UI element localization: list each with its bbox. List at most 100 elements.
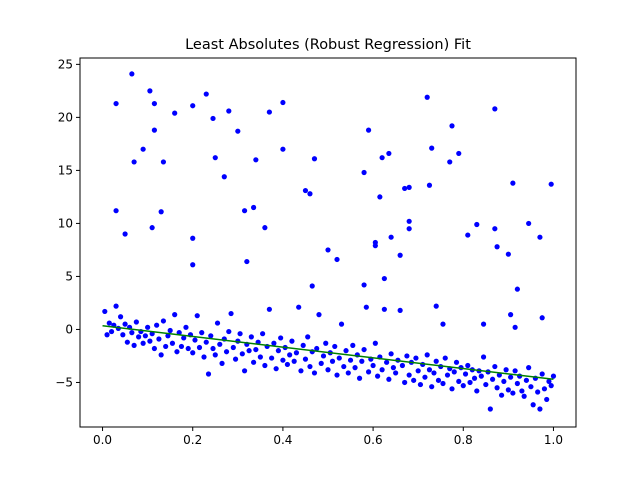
data-point	[307, 191, 313, 197]
data-point	[232, 356, 239, 362]
data-point	[465, 232, 471, 238]
data-point	[246, 348, 252, 354]
data-point	[537, 406, 543, 412]
y-axis: −5 0 5 10 15 20 25	[55, 57, 80, 389]
data-point	[140, 146, 146, 152]
data-point	[480, 354, 487, 360]
data-point	[120, 332, 126, 338]
data-point	[426, 367, 433, 373]
data-point	[190, 235, 196, 241]
data-point	[201, 354, 207, 360]
data-point	[471, 375, 478, 381]
data-point	[176, 330, 182, 336]
data-point	[431, 370, 437, 376]
y-tick-label: 15	[58, 163, 73, 177]
data-point	[183, 324, 189, 330]
data-point	[248, 334, 254, 340]
data-point	[503, 367, 509, 373]
data-point	[537, 234, 543, 240]
data-point	[160, 318, 167, 324]
data-point	[415, 368, 421, 374]
data-point	[178, 343, 185, 350]
data-point	[158, 352, 164, 358]
data-point	[377, 194, 383, 200]
data-point	[129, 330, 135, 336]
data-point	[483, 381, 489, 388]
data-point	[199, 330, 205, 336]
data-point	[440, 380, 446, 387]
data-point	[151, 127, 157, 133]
data-point	[325, 247, 331, 253]
data-point	[196, 344, 203, 351]
data-point	[239, 351, 245, 357]
data-point	[375, 373, 381, 379]
data-point	[237, 331, 243, 337]
data-point	[329, 358, 336, 364]
x-axis: 0.0 0.2 0.4 0.6 0.8 1.0	[93, 427, 563, 447]
data-point	[311, 156, 318, 162]
data-point	[181, 335, 187, 341]
data-point	[219, 360, 225, 366]
data-point	[406, 372, 412, 378]
data-point	[320, 353, 327, 359]
data-point	[370, 362, 376, 369]
data-point	[404, 353, 410, 359]
data-point	[478, 373, 484, 379]
data-point	[190, 103, 196, 109]
data-point	[113, 208, 119, 214]
data-point	[136, 334, 142, 340]
data-point	[251, 204, 257, 211]
data-point	[190, 262, 196, 268]
data-point	[379, 155, 385, 161]
data-point	[275, 348, 281, 354]
data-point	[467, 379, 473, 386]
data-point	[221, 174, 227, 180]
data-point	[284, 361, 291, 368]
data-point	[334, 256, 340, 263]
data-point	[474, 221, 480, 228]
data-point	[388, 351, 394, 357]
data-point	[426, 182, 433, 188]
data-point	[550, 373, 557, 379]
data-point	[388, 234, 394, 240]
data-point	[266, 109, 272, 115]
data-point	[131, 159, 137, 165]
data-point	[386, 376, 392, 382]
data-point	[444, 372, 451, 378]
data-point	[512, 368, 518, 374]
data-point	[424, 352, 430, 358]
data-point	[172, 110, 178, 116]
data-point	[124, 339, 130, 345]
data-point	[151, 345, 157, 352]
data-point	[492, 363, 498, 370]
data-point	[235, 128, 241, 134]
data-point	[244, 258, 250, 265]
data-point	[347, 357, 354, 363]
data-point	[122, 321, 128, 327]
data-point	[151, 100, 157, 107]
data-point	[226, 328, 232, 335]
data-point	[449, 123, 455, 129]
data-point	[402, 379, 408, 386]
data-point	[338, 321, 345, 327]
data-point	[302, 356, 309, 362]
data-point	[190, 350, 196, 356]
data-point	[343, 348, 349, 354]
data-point	[541, 386, 548, 392]
data-point	[311, 370, 318, 376]
data-point	[363, 304, 369, 310]
data-point	[113, 100, 119, 107]
data-point	[318, 360, 324, 366]
data-point	[203, 91, 209, 97]
fit-line	[102, 324, 554, 381]
data-point	[262, 362, 268, 369]
data-point	[205, 371, 212, 377]
data-point	[334, 372, 340, 378]
data-point	[512, 324, 518, 330]
data-point	[260, 331, 266, 337]
data-point	[280, 146, 286, 152]
data-point	[129, 71, 135, 77]
data-point	[546, 378, 552, 385]
data-point	[156, 336, 162, 342]
data-point	[429, 145, 435, 151]
